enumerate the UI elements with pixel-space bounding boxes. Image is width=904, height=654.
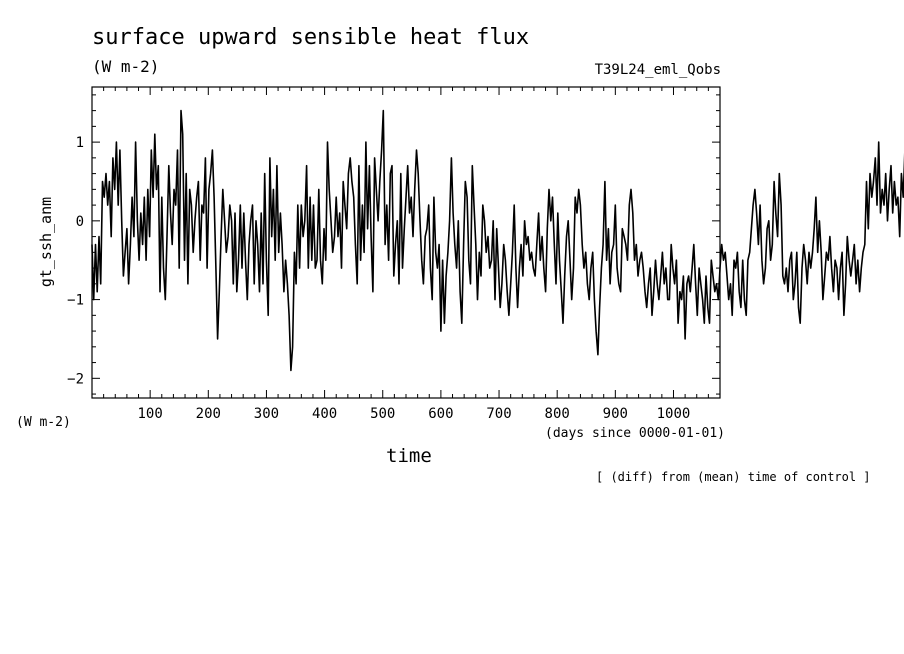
y-axis-units: (W m-2) [16, 415, 71, 430]
x-tick-label: 300 [254, 406, 279, 422]
x-tick-label: 400 [312, 406, 337, 422]
x-tick-label: 600 [428, 406, 453, 422]
x-tick-label: 500 [370, 406, 395, 422]
chart-units: (W m-2) [92, 57, 160, 76]
y-tick-label: 1 [76, 135, 84, 151]
x-tick-label: 700 [486, 406, 511, 422]
chart-note: [ (diff) from (mean) time of control ] [596, 470, 871, 484]
chart-title: surface upward sensible heat flux [92, 25, 530, 50]
y-tick-label: 0 [76, 214, 84, 230]
y-tick-label: −2 [67, 371, 84, 387]
x-tick-label: 1000 [657, 406, 691, 422]
x-axis-label: time [386, 445, 432, 467]
y-tick-label: −1 [67, 293, 84, 309]
series-line-0 [91, 109, 904, 372]
x-tick-label: 900 [603, 406, 628, 422]
y-axis-label: gt_ssh_anm [37, 197, 55, 287]
x-axis-units: (days since 0000-01-01) [545, 426, 726, 441]
x-tick-label: 200 [196, 406, 221, 422]
run-label: T39L24_eml_Qobs [594, 62, 721, 78]
x-tick-label: 100 [137, 406, 162, 422]
x-tick-label: 800 [545, 406, 570, 422]
